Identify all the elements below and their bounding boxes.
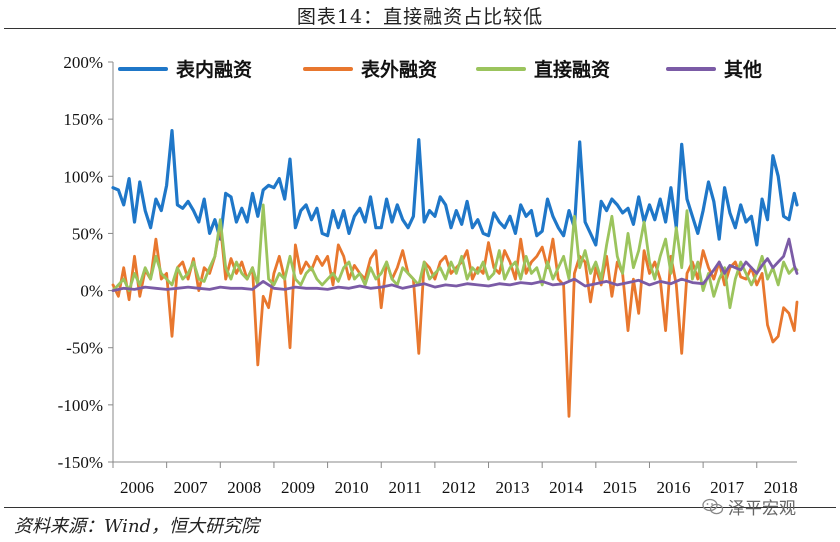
series-line-1 xyxy=(111,129,799,247)
x-tick-label: 2013 xyxy=(496,478,530,497)
figure-title: 图表14：直接融资占比较低 xyxy=(296,6,544,28)
x-tick-label: 2009 xyxy=(281,478,315,497)
x-tick-label: 2014 xyxy=(549,478,584,497)
series-line-3 xyxy=(111,203,799,310)
series-line-4 xyxy=(111,237,799,293)
watermark: 泽平宏观 xyxy=(702,494,796,519)
y-tick-label: 0% xyxy=(80,282,103,301)
x-tick-label: 2017 xyxy=(710,478,745,497)
x-tick-label: 2015 xyxy=(603,478,637,497)
chart-axes: -150% -100% -50% 0% 50% 100% 150% 200% 2006 2007 2… xyxy=(58,53,798,497)
x-tick-label: 2010 xyxy=(335,478,369,497)
chart-series-layer xyxy=(111,129,799,418)
y-tick-label: 200% xyxy=(63,53,103,72)
line-chart: -150% -100% -50% 0% 50% 100% 150% 200% 2006 2007 2… xyxy=(58,53,799,497)
x-tick-label: 2006 xyxy=(120,478,154,497)
x-tick-label: 2011 xyxy=(389,478,422,497)
x-tick-label: 2018 xyxy=(764,478,798,497)
legend-label-1: 表内融资 xyxy=(176,58,252,81)
y-tick-label: 100% xyxy=(63,167,103,186)
legend-label-4: 其他 xyxy=(724,58,762,81)
y-tick-label: 150% xyxy=(63,110,103,129)
title-rule xyxy=(4,28,836,29)
wechat-icon xyxy=(702,498,724,514)
x-tick-label: 2016 xyxy=(656,478,690,497)
source-note: 资料来源：Wind，恒大研究院 xyxy=(14,516,260,537)
y-tick-label: -50% xyxy=(66,339,103,358)
x-tick-label: 2008 xyxy=(227,478,261,497)
x-tick-label: 2007 xyxy=(174,478,209,497)
legend-label-2: 表外融资 xyxy=(361,58,437,81)
chart-legend: 表内融资 表外融资 直接融资 其他 xyxy=(118,58,762,81)
y-tick-label: -100% xyxy=(58,396,103,415)
y-tick-label: -150% xyxy=(58,453,103,472)
bottom-rule xyxy=(4,507,836,508)
legend-label-3: 直接融资 xyxy=(534,58,610,81)
watermark-text: 泽平宏观 xyxy=(728,499,796,519)
x-tick-label: 2012 xyxy=(442,478,476,497)
y-tick-label: 50% xyxy=(72,224,103,243)
